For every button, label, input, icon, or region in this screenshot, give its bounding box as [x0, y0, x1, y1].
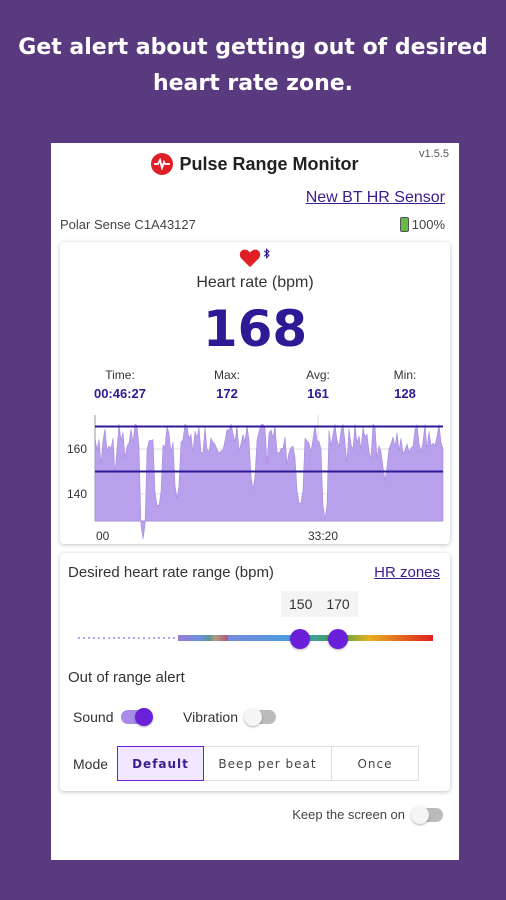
heart-icon [239, 249, 261, 268]
stat-value: 00:46:27 [93, 386, 147, 401]
sound-label: Sound [73, 709, 114, 725]
sound-switch[interactable] [121, 708, 154, 726]
x-tick-label: 00 [96, 529, 110, 543]
stat-label: Max: [213, 368, 240, 382]
stat-value: 161 [307, 386, 329, 401]
alert-title: Out of range alert [68, 669, 185, 686]
heart-rate-chart: 160 140 00 33:20 [67, 415, 444, 543]
heart-rate-label: Heart rate (bpm) [196, 274, 314, 291]
promo-headline: Get alert about getting out of desired h… [0, 30, 506, 102]
version-label: v1.5.5 [419, 148, 449, 160]
mode-selector: Default Beep per beat Once [117, 746, 419, 781]
app-header: Pulse Range Monitor [51, 153, 459, 175]
keep-screen-switch[interactable] [411, 805, 443, 824]
mode-label: Mode [73, 756, 109, 772]
range-low-value: 150 [289, 596, 313, 612]
stat-label: Avg: [306, 368, 330, 382]
heart-rate-value: 168 [202, 300, 308, 358]
battery-status: 100% [399, 216, 445, 232]
new-sensor-link[interactable]: New BT HR Sensor [305, 189, 445, 206]
range-high-thumb[interactable] [328, 629, 348, 649]
headline-line-1: Get alert about getting out of desired [18, 35, 488, 60]
vibration-toggle-row: Vibration [183, 708, 277, 726]
headline-line-2: heart rate zone. [152, 71, 354, 96]
range-low-thumb[interactable] [290, 629, 310, 649]
vibration-label: Vibration [183, 709, 239, 725]
heart-rate-area [94, 423, 444, 540]
stat-max: Max: 172 [187, 368, 267, 401]
app-screen: v1.5.5 Pulse Range Monitor New BT HR Sen… [51, 143, 459, 860]
hr-zones-link[interactable]: HR zones [374, 564, 440, 581]
range-slider-track[interactable] [78, 635, 433, 641]
sound-toggle-row: Sound [73, 708, 154, 726]
y-tick-label: 140 [67, 487, 87, 501]
battery-level: 100% [411, 216, 445, 232]
sensor-name: Polar Sense C1A43127 [60, 216, 196, 232]
battery-icon [399, 216, 409, 232]
bluetooth-icon [263, 248, 270, 259]
keep-screen-label: Keep the screen on [292, 807, 405, 822]
app-title: Pulse Range Monitor [179, 153, 359, 174]
stat-value: 172 [216, 386, 238, 401]
stat-value: 128 [394, 386, 416, 401]
heart-rate-card: Heart rate (bpm) 168 Time: 00:46:27 Max:… [60, 242, 450, 544]
sensor-row: Polar Sense C1A43127 100% [60, 215, 445, 233]
stat-avg: Avg: 161 [278, 368, 358, 401]
range-title: Desired heart rate range (bpm) [68, 564, 274, 581]
keep-screen-row: Keep the screen on [292, 805, 443, 824]
mode-option-once[interactable]: Once [332, 746, 419, 781]
x-tick-label: 33:20 [308, 529, 338, 543]
mode-option-default[interactable]: Default [117, 746, 204, 781]
heartbeat-icon [151, 153, 174, 175]
range-high-value: 170 [326, 596, 350, 612]
heart-status [60, 248, 450, 268]
y-tick-label: 160 [67, 442, 87, 456]
mode-option-beep-per-beat[interactable]: Beep per beat [204, 746, 332, 781]
stat-time: Time: 00:46:27 [80, 368, 160, 401]
range-values: 150 170 [281, 591, 358, 617]
vibration-switch[interactable] [244, 708, 277, 726]
stat-label: Time: [105, 368, 135, 382]
stat-label: Min: [393, 368, 417, 382]
stat-min: Min: 128 [365, 368, 445, 401]
range-card: Desired heart rate range (bpm) HR zones … [60, 553, 450, 791]
